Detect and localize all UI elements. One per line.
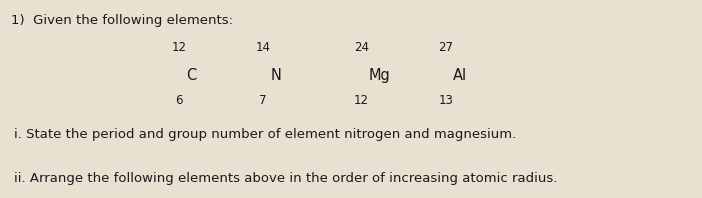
Text: C: C bbox=[186, 68, 197, 83]
Text: 12: 12 bbox=[171, 41, 187, 54]
Text: N: N bbox=[270, 68, 281, 83]
Text: 27: 27 bbox=[438, 41, 453, 54]
Text: 6: 6 bbox=[176, 94, 183, 108]
Text: i. State the period and group number of element nitrogen and magnesium.: i. State the period and group number of … bbox=[14, 128, 516, 141]
Text: Mg: Mg bbox=[369, 68, 390, 83]
Text: 7: 7 bbox=[260, 94, 267, 108]
Text: ii. Arrange the following elements above in the order of increasing atomic radiu: ii. Arrange the following elements above… bbox=[14, 172, 557, 185]
Text: 1)  Given the following elements:: 1) Given the following elements: bbox=[11, 14, 232, 27]
Text: 24: 24 bbox=[354, 41, 369, 54]
Text: Al: Al bbox=[453, 68, 467, 83]
Text: 12: 12 bbox=[354, 94, 369, 108]
Text: 13: 13 bbox=[438, 94, 453, 108]
Text: 14: 14 bbox=[256, 41, 271, 54]
